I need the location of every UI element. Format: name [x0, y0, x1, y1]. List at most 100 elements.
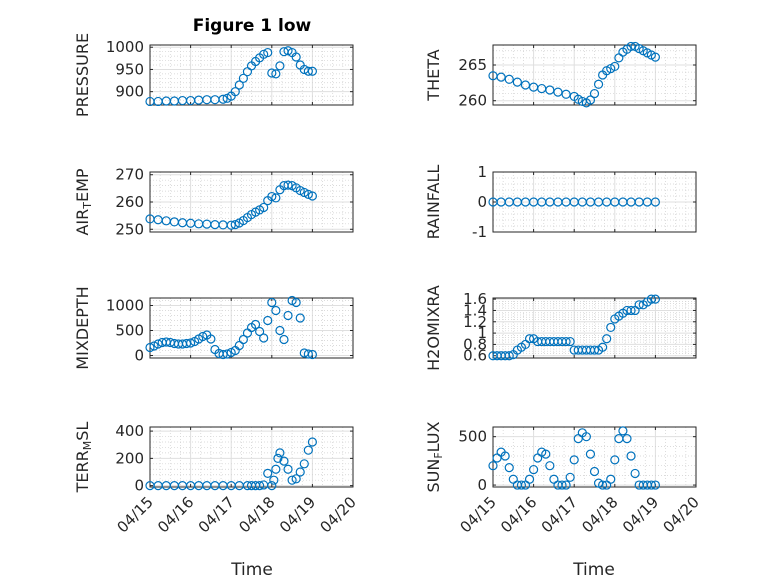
theta-y-tick-label: 260 — [458, 92, 487, 110]
sun-flux-y-label-part: LUX — [424, 421, 443, 452]
pressure-data-point — [291, 52, 301, 62]
h2omixra-y-tick-label: 1.2 — [463, 313, 487, 331]
terr-msl-y-tick-label: 400 — [115, 422, 144, 440]
h2omixra-data-point — [504, 351, 514, 361]
mixdepth-data-point — [250, 319, 261, 330]
mixdepth-data-point — [291, 297, 301, 308]
sun-flux-y-tick-label: 0 — [477, 476, 487, 494]
air-temp-data-point — [230, 220, 240, 230]
x-tick-label: 04/20 — [660, 493, 703, 536]
mixdepth-subplot: 0 500 1000 MIXDEPTH — [73, 286, 354, 370]
sun-flux-data-point — [561, 480, 571, 490]
sun-flux-data-point — [610, 455, 620, 465]
pressure-y-tick-label: 950 — [115, 60, 144, 78]
sun-flux-data-point — [618, 426, 628, 436]
mixdepth-data-point — [145, 342, 155, 353]
rainfall-subplot: -1 0 1 RAINFALL — [424, 163, 697, 241]
theta-data-point — [545, 85, 555, 95]
theta-y-label-part: THETA — [424, 49, 443, 101]
pressure-data-point — [259, 49, 269, 59]
x-axis-label-left: Time — [230, 560, 273, 580]
terr-msl-data-point — [299, 459, 309, 469]
theta-grid — [492, 45, 697, 105]
air-temp-data-point — [161, 216, 171, 226]
pressure-data-point — [210, 95, 220, 105]
x-tick-label: 04/17 — [195, 493, 238, 536]
h2omixra-y-tick-label: 0.8 — [463, 335, 487, 353]
h2omixra-data-point — [634, 300, 644, 310]
terr-msl-series — [145, 437, 317, 491]
pressure-data-point — [177, 95, 188, 106]
h2omixra-series — [488, 294, 661, 361]
sun-flux-y-axis-label: SUNFLUX — [424, 421, 445, 492]
mixdepth-data-point — [267, 297, 277, 308]
air-temp-y-tick-label: 260 — [115, 193, 144, 211]
sun-flux-data-point — [626, 451, 636, 461]
sun-flux-data-point — [598, 480, 608, 490]
pressure-data-point — [218, 94, 228, 104]
sun-flux-data-point — [500, 451, 510, 461]
terr-msl-data-point — [279, 456, 289, 466]
mixdepth-y-tick-label: 0 — [134, 347, 144, 365]
air-temp-y-tick-label: 270 — [115, 166, 144, 184]
terr-msl-data-point — [271, 464, 281, 474]
sun-flux-data-point — [565, 472, 575, 482]
sun-flux-data-point — [606, 474, 616, 484]
theta-subplot: 260 265 THETA — [424, 41, 697, 110]
terr-msl-data-point — [267, 481, 277, 491]
rainfall-y-axis-label: RAINFALL — [424, 165, 443, 240]
air-temp-series — [145, 180, 317, 230]
theta-data-point — [610, 61, 620, 72]
pressure-data-point — [202, 95, 212, 105]
mixdepth-y-tick-label: 1000 — [106, 297, 144, 315]
mixdepth-series — [145, 295, 317, 360]
mixdepth-data-point — [283, 310, 293, 321]
rainfall-y-tick-label: 0 — [477, 193, 487, 211]
air-temp-grid — [149, 172, 354, 232]
terr-msl-data-point — [291, 474, 301, 484]
x-tick-label: 04/18 — [578, 493, 621, 536]
h2omixra-data-point — [626, 305, 636, 316]
h2omixra-y-ticks: 0.60.811.21.41.6 — [463, 290, 697, 365]
air-temp-data-point — [259, 202, 269, 213]
theta-data-point — [504, 74, 514, 84]
pressure-data-point — [242, 67, 253, 77]
terr-msl-data-point — [255, 481, 265, 491]
sun-flux-data-point — [589, 466, 600, 477]
theta-data-point — [561, 89, 571, 99]
sun-flux-data-point — [630, 468, 640, 479]
h2omixra-data-point — [646, 294, 656, 304]
pressure-axes-box — [149, 44, 354, 106]
mixdepth-y-label-part: MIXDEPTH — [73, 286, 92, 369]
terr-msl-y-ticks: 0 200 400 — [115, 422, 354, 495]
h2omixra-grid — [492, 298, 697, 359]
pressure-data-point — [194, 95, 204, 105]
sun-flux-data-point — [650, 480, 661, 490]
air-temp-y-axis-label: AIRTEMP — [73, 168, 94, 235]
theta-y-axis-label: THETA — [424, 49, 443, 101]
air-temp-data-point — [226, 220, 236, 230]
mixdepth-data-point — [255, 326, 265, 337]
air-temp-y-tick-label: 250 — [115, 220, 144, 238]
terr-msl-y-label-part: M — [81, 441, 94, 451]
rainfall-y-tick-label: 1 — [477, 163, 487, 181]
sun-flux-data-point — [646, 480, 656, 490]
mixdepth-data-point — [271, 305, 281, 316]
air-temp-y-ticks: 250 260 270 — [115, 166, 354, 238]
theta-data-point — [585, 95, 596, 105]
x-axis-label-right: Time — [572, 560, 615, 580]
mixdepth-data-point — [259, 333, 269, 343]
sun-flux-y-label-part: SUN — [424, 459, 443, 493]
pressure-grid — [149, 45, 354, 106]
air-temp-data-point — [210, 220, 220, 230]
terr-msl-y-tick-label: 200 — [115, 449, 144, 467]
h2omixra-data-point — [650, 294, 661, 304]
air-temp-data-point — [303, 189, 313, 199]
x-tick-label: 04/19 — [619, 493, 662, 536]
terr-msl-y-label-part: TERR — [73, 450, 92, 493]
air-temp-data-point — [283, 180, 293, 190]
mixdepth-data-point — [275, 325, 285, 336]
h2omixra-y-axis-label: H2OMIXRA — [424, 285, 443, 371]
h2omixra-y-label-part: H2OMIXRA — [424, 285, 443, 371]
